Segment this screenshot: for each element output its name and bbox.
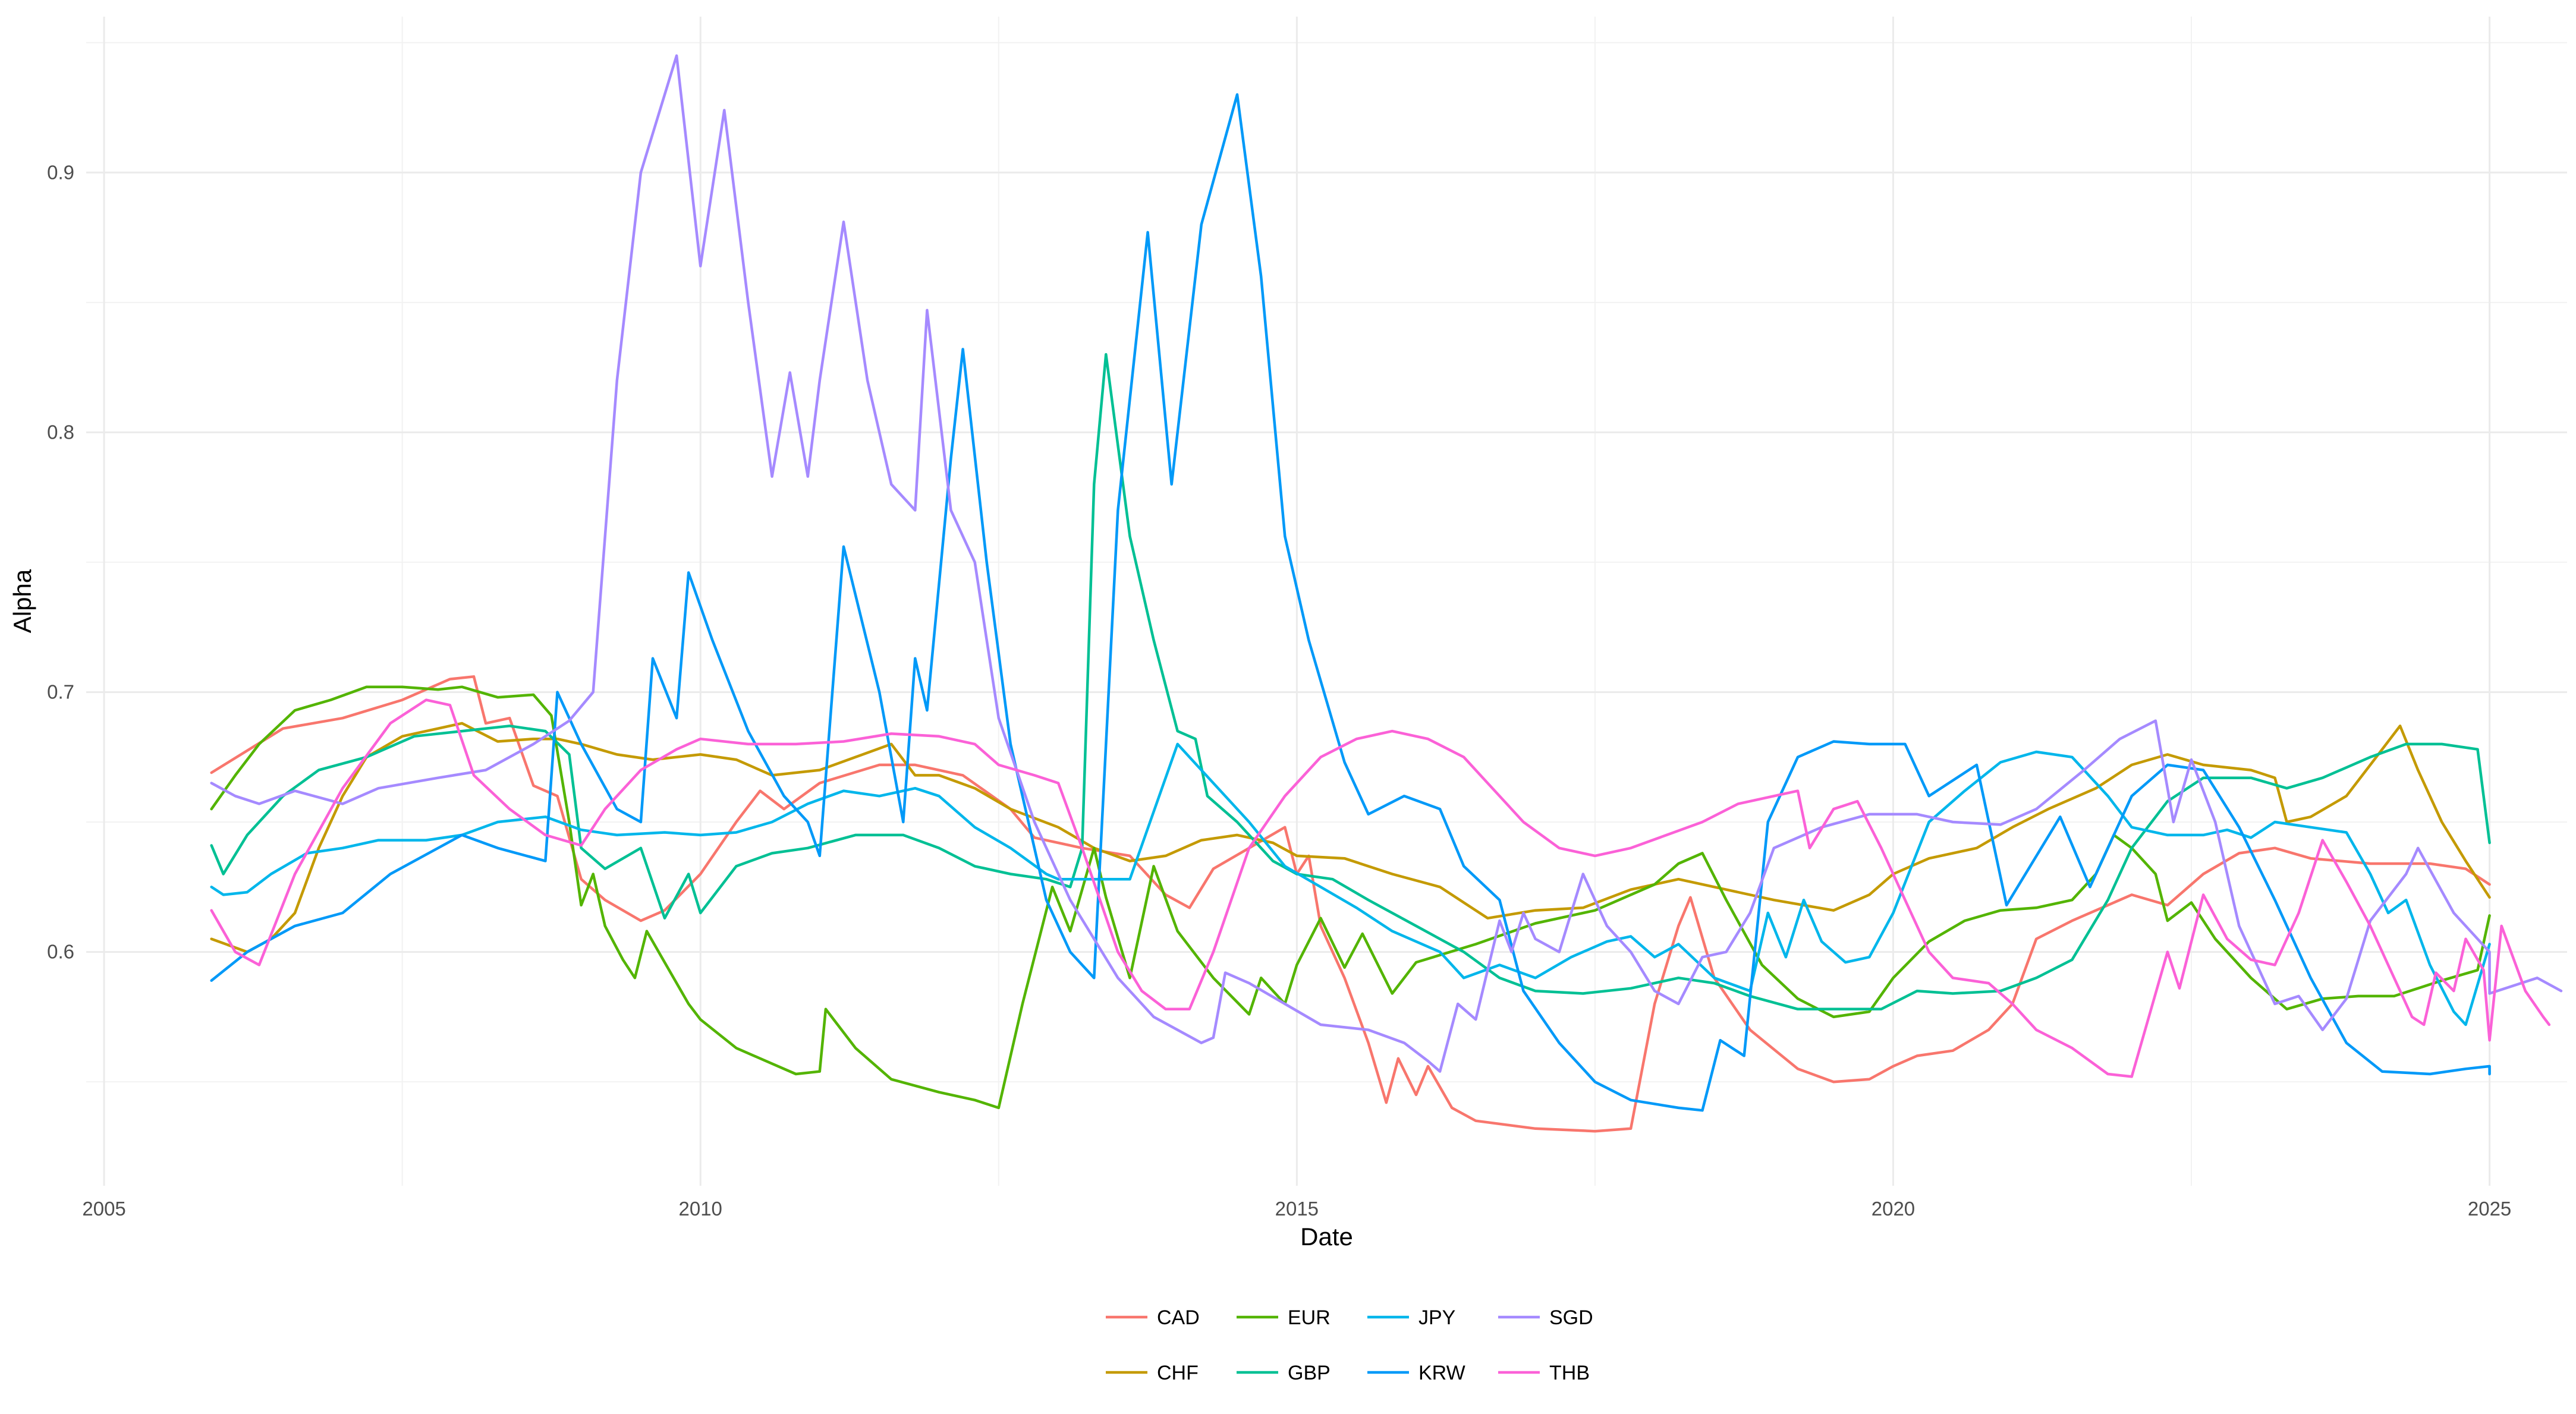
y-tick-label: 0.7 — [47, 681, 74, 703]
legend: CAD CHF EUR GBP JPY KRW SGD THB — [1106, 1306, 1593, 1384]
data-series — [210, 54, 2563, 1133]
legend-label-cad: CAD — [1157, 1306, 1200, 1329]
legend-label-chf: CHF — [1157, 1362, 1199, 1384]
x-tick-label: 2005 — [82, 1198, 125, 1220]
y-axis-title: Alpha — [8, 569, 36, 633]
y-tick-label: 0.8 — [47, 421, 74, 443]
legend-label-krw: KRW — [1418, 1362, 1465, 1384]
legend-label-gbp: GBP — [1288, 1362, 1331, 1384]
series-line-thb — [210, 698, 2551, 1078]
tick-labels: 2005 2010 2015 2020 2025 0.6 0.7 0.8 0.9 — [47, 161, 2511, 1220]
y-tick-label: 0.6 — [47, 941, 74, 963]
x-axis-title: Date — [1300, 1223, 1353, 1251]
x-tick-label: 2020 — [1872, 1198, 1915, 1220]
x-tick-label: 2015 — [1275, 1198, 1319, 1220]
y-tick-label: 0.9 — [47, 161, 74, 183]
series-line-sgd — [210, 54, 2563, 1073]
legend-label-thb: THB — [1549, 1362, 1590, 1384]
x-tick-label: 2025 — [2468, 1198, 2511, 1220]
legend-label-jpy: JPY — [1418, 1306, 1455, 1329]
legend-label-sgd: SGD — [1549, 1306, 1593, 1329]
series-line-krw — [210, 93, 2491, 1112]
series-line-cad — [210, 675, 2491, 1133]
grid-lines — [86, 17, 2567, 1186]
series-line-gbp — [210, 352, 2491, 1011]
series-line-chf — [210, 722, 2491, 953]
legend-label-eur: EUR — [1288, 1306, 1331, 1329]
series-line-jpy — [210, 742, 2491, 1026]
x-tick-label: 2010 — [679, 1198, 722, 1220]
